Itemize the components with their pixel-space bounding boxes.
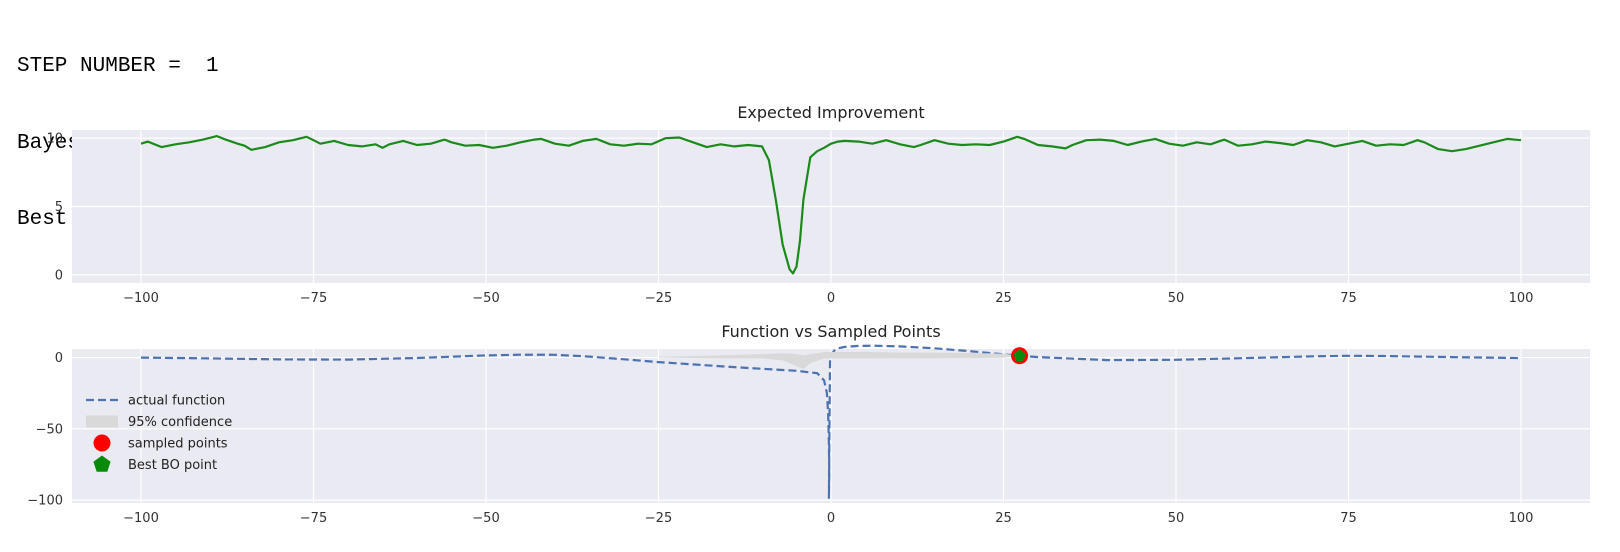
x-tick-label: −75 [300, 511, 327, 526]
y-tick-label: 10 [46, 132, 63, 147]
actual-function-line [140, 344, 1522, 499]
x-tick-label: 100 [1509, 511, 1534, 526]
function-chart: −100 −75 −50 −25 0 25 50 75 100 0 −50 −100 Function… [27, 322, 1590, 526]
x-tick-label: 0 [827, 511, 835, 526]
x-tick-label: −25 [645, 291, 672, 306]
y-tick-label: 0 [55, 268, 63, 283]
legend-label: sampled points [128, 437, 228, 452]
y-tick-label: −50 [36, 422, 63, 437]
y-tick-label: −100 [27, 494, 63, 509]
x-tick-label: 75 [1340, 511, 1357, 526]
function-ticks: −100 −75 −50 −25 0 25 50 75 100 0 −50 −100 [27, 351, 1533, 526]
legend: actual function 95% confidence sampled poi… [86, 394, 232, 473]
best-bo-point [1013, 349, 1026, 361]
function-series [140, 344, 1522, 499]
x-tick-label: 50 [1168, 291, 1185, 306]
ei-line [140, 135, 1522, 275]
x-tick-label: 25 [995, 511, 1012, 526]
legend-confidence-swatch [86, 415, 118, 428]
function-chart-title: Function vs Sampled Points [721, 322, 940, 341]
legend-label: 95% confidence [128, 415, 232, 430]
x-tick-label: −100 [123, 511, 159, 526]
legend-label: Best BO point [128, 458, 217, 473]
x-tick-label: −25 [645, 511, 672, 526]
x-tick-label: 75 [1340, 291, 1357, 306]
confidence-band [658, 351, 1020, 369]
legend-label: actual function [128, 394, 225, 409]
y-tick-label: 0 [55, 351, 63, 366]
x-tick-label: 50 [1168, 511, 1185, 526]
ei-ticks: −100 −75 −50 −25 0 25 50 75 100 0 5 10 [46, 132, 1533, 306]
ei-series [140, 135, 1522, 275]
x-tick-label: −50 [472, 291, 499, 306]
ei-chart: −100 −75 −50 −25 0 25 50 75 100 0 5 10 Expected Imp… [46, 103, 1590, 306]
x-tick-label: 100 [1509, 291, 1534, 306]
step-number-line: STEP NUMBER = 1 [17, 55, 219, 78]
x-tick-label: 0 [827, 291, 835, 306]
ei-chart-title: Expected Improvement [737, 103, 924, 122]
x-tick-label: −50 [472, 511, 499, 526]
x-tick-label: −75 [300, 291, 327, 306]
x-tick-label: −100 [123, 291, 159, 306]
x-tick-label: 25 [995, 291, 1012, 306]
ei-grid [72, 130, 1590, 283]
y-tick-label: 5 [55, 200, 63, 215]
legend-sampled-swatch [93, 434, 111, 452]
legend-best-swatch [93, 455, 111, 472]
